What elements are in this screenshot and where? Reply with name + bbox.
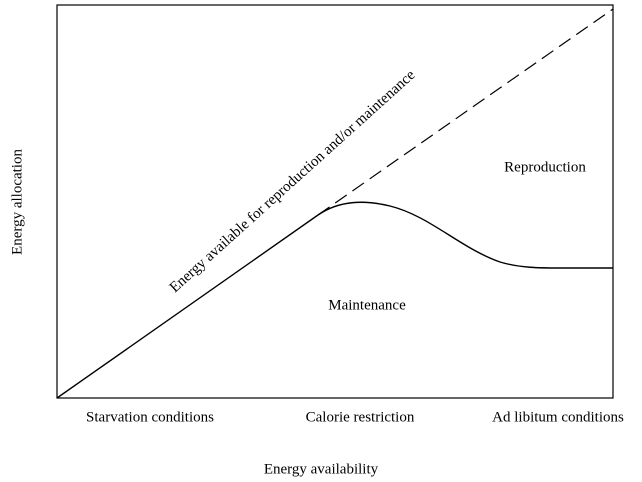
x-label: Calorie restriction xyxy=(306,409,415,425)
x-label: Ad libitum conditions xyxy=(492,409,624,425)
diagonal-label: Energy available for reproduction and/or… xyxy=(167,67,419,296)
solid-diagonal xyxy=(56,214,319,399)
y-axis-label: Energy allocation xyxy=(9,149,25,255)
x-label: Starvation conditions xyxy=(86,409,214,425)
region-label: Maintenance xyxy=(328,297,406,313)
frame xyxy=(56,4,614,399)
region-label: Reproduction xyxy=(504,159,586,175)
x-axis-label: Energy availability xyxy=(264,461,379,477)
dashed-diagonal xyxy=(317,8,614,216)
maintenance-curve xyxy=(317,201,613,269)
